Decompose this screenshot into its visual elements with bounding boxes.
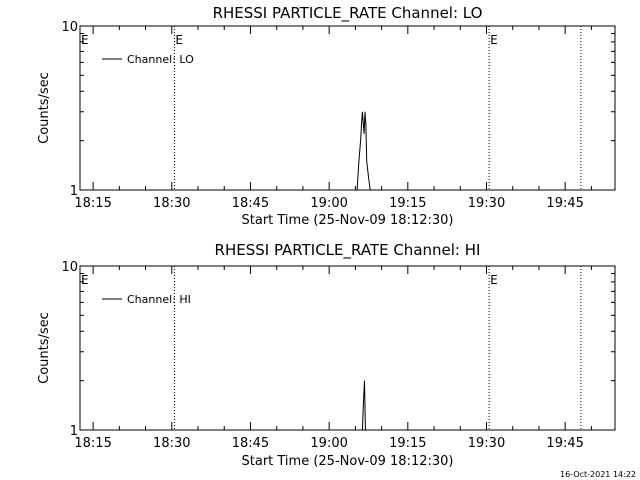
x-tick-label: 19:30 xyxy=(468,436,505,451)
x-tick-label: 19:30 xyxy=(468,196,505,211)
left-edge-marker: E xyxy=(81,33,89,47)
y-axis-label: Counts/sec xyxy=(37,72,52,144)
plot-frame xyxy=(79,25,616,191)
x-tick-label: 18:15 xyxy=(74,196,111,211)
event-marker-label: E xyxy=(490,33,498,47)
series-line-0 xyxy=(356,111,371,191)
event-marker-label: E xyxy=(490,273,498,287)
x-tick-label: 19:45 xyxy=(546,196,583,211)
chart-panel-0: RHESSI PARTICLE_RATE Channel: LO 18:15 18:… xyxy=(37,4,616,228)
y-tick-label: 10 xyxy=(61,260,78,275)
x-tick-label: 19:45 xyxy=(546,436,583,451)
plot-frame xyxy=(79,265,616,431)
chart-panel-1: RHESSI PARTICLE_RATE Channel: HI 18:15 18:… xyxy=(37,241,616,469)
x-tick-label: 19:00 xyxy=(310,436,347,451)
y-tick-label: 1 xyxy=(70,184,78,199)
x-axis-label: Start Time (25-Nov-09 18:12:30) xyxy=(242,213,454,228)
chart-title: RHESSI PARTICLE_RATE Channel: LO xyxy=(213,4,483,23)
timestamp-label: 16-Oct-2021 14:22 xyxy=(560,470,636,479)
x-tick-label: 18:15 xyxy=(74,436,111,451)
x-tick-label: 19:15 xyxy=(389,196,426,211)
x-tick-label: 19:00 xyxy=(310,196,347,211)
legend-label: Channel: LO xyxy=(127,53,194,66)
y-axis-label: Counts/sec xyxy=(37,312,52,384)
chart-title: RHESSI PARTICLE_RATE Channel: HI xyxy=(215,241,481,260)
y-tick-label: 1 xyxy=(70,424,78,439)
x-tick-label: 18:45 xyxy=(232,196,269,211)
x-tick-label: 18:45 xyxy=(232,436,269,451)
left-edge-marker: E xyxy=(81,273,89,287)
series-line-0 xyxy=(361,380,366,431)
x-tick-label: 18:30 xyxy=(153,436,190,451)
event-marker-label: E xyxy=(175,33,183,47)
x-tick-label: 18:30 xyxy=(153,196,190,211)
x-axis-label: Start Time (25-Nov-09 18:12:30) xyxy=(242,454,454,469)
y-tick-label: 10 xyxy=(61,20,78,35)
legend-label: Channel: HI xyxy=(127,293,191,306)
x-tick-label: 19:15 xyxy=(389,436,426,451)
